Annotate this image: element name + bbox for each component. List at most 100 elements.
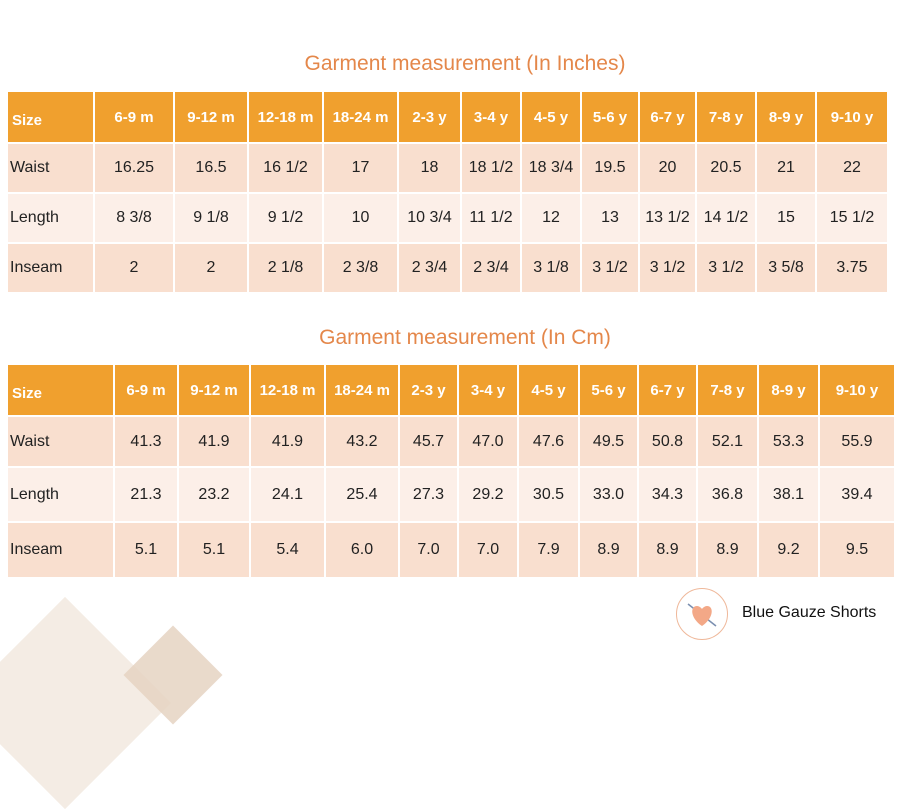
cm-table-title: Garment measurement (In Cm) — [319, 326, 611, 349]
table-cell: 20.5 — [695, 142, 757, 194]
table-cell: 23.2 — [177, 466, 251, 523]
table-cell: 36.8 — [696, 466, 759, 523]
table-cell: 2 — [173, 242, 249, 294]
table-cell: 45.7 — [398, 415, 459, 468]
table-cell: 47.6 — [517, 415, 580, 468]
table-cell: 52.1 — [696, 415, 759, 468]
table-cell: 3 5/8 — [755, 242, 817, 294]
table-cell: 13 1/2 — [638, 192, 697, 244]
table-cell: 47.0 — [457, 415, 519, 468]
table-cell: 2 — [93, 242, 175, 294]
table-cell: 18 1/2 — [460, 142, 522, 194]
column-header: 3-4 y — [457, 363, 519, 417]
row-label: Inseam — [6, 242, 95, 294]
table-cell: 8 3/8 — [93, 192, 175, 244]
table-cell: 10 3/4 — [397, 192, 462, 244]
table-cell: 38.1 — [757, 466, 820, 523]
column-header: Size — [6, 90, 95, 144]
table-cell: 7.9 — [517, 521, 580, 579]
table-cell: 5.1 — [177, 521, 251, 579]
column-header: 6-9 m — [113, 363, 179, 417]
column-header: 7-8 y — [695, 90, 757, 144]
table-cell: 16 1/2 — [247, 142, 324, 194]
table-cell: 18 — [397, 142, 462, 194]
table-cell: 14 1/2 — [695, 192, 757, 244]
column-header: 18-24 m — [324, 363, 400, 417]
decor-diamond-large — [0, 596, 172, 809]
table-cell: 8.9 — [696, 521, 759, 579]
table-cell: 9 1/8 — [173, 192, 249, 244]
column-header: 8-9 y — [755, 90, 817, 144]
column-header: 9-12 m — [177, 363, 251, 417]
column-header: 6-9 m — [93, 90, 175, 144]
table-cell: 9.5 — [818, 521, 896, 579]
table-cell: 19.5 — [580, 142, 640, 194]
table-cell: 41.9 — [177, 415, 251, 468]
column-header: 12-18 m — [247, 90, 324, 144]
table-cell: 5.1 — [113, 521, 179, 579]
table-cell: 15 — [755, 192, 817, 244]
column-header: 2-3 y — [397, 90, 462, 144]
table-cell: 33.0 — [578, 466, 639, 523]
heart-logo-icon — [676, 588, 728, 640]
table-cell: 7.0 — [398, 521, 459, 579]
table-cell: 55.9 — [818, 415, 896, 468]
table-row: Length 21.3 23.2 24.1 25.4 27.3 29.2 30.5 33.0 34… — [6, 466, 896, 523]
table-row: Waist 16.25 16.5 16 1/2 17 18 18 1/2 18 3/4 19.5… — [6, 142, 889, 194]
table-row: Waist 41.3 41.9 41.9 43.2 45.7 47.0 47.6 49.5 50.… — [6, 415, 896, 468]
table-cell: 2 3/8 — [322, 242, 399, 294]
table-cell: 21 — [755, 142, 817, 194]
column-header: 6-7 y — [637, 363, 698, 417]
table-cell: 2 3/4 — [397, 242, 462, 294]
table-cell: 16.25 — [93, 142, 175, 194]
table-cell: 41.3 — [113, 415, 179, 468]
inches-table-title: Garment measurement (In Inches) — [304, 52, 626, 75]
table-cell: 34.3 — [637, 466, 698, 523]
column-header: 4-5 y — [520, 90, 582, 144]
column-header: 9-10 y — [815, 90, 889, 144]
table-cell: 10 — [322, 192, 399, 244]
column-header: 2-3 y — [398, 363, 459, 417]
table-cell: 16.5 — [173, 142, 249, 194]
column-header: 9-12 m — [173, 90, 249, 144]
table-cell: 39.4 — [818, 466, 896, 523]
table-cell: 20 — [638, 142, 697, 194]
table-cell: 3.75 — [815, 242, 889, 294]
row-label: Inseam — [6, 521, 115, 579]
table-cell: 21.3 — [113, 466, 179, 523]
table-cell: 24.1 — [249, 466, 326, 523]
table-cell: 8.9 — [637, 521, 698, 579]
table-cell: 2 3/4 — [460, 242, 522, 294]
table-cell: 25.4 — [324, 466, 400, 523]
table-cell: 30.5 — [517, 466, 580, 523]
table-cell: 41.9 — [249, 415, 326, 468]
table-cell: 17 — [322, 142, 399, 194]
column-header: 18-24 m — [322, 90, 399, 144]
table-cell: 49.5 — [578, 415, 639, 468]
table-cell: 43.2 — [324, 415, 400, 468]
table-cell: 5.4 — [249, 521, 326, 579]
table-cell: 2 1/8 — [247, 242, 324, 294]
table-cell: 12 — [520, 192, 582, 244]
column-header: 7-8 y — [696, 363, 759, 417]
column-header: 9-10 y — [818, 363, 896, 417]
brand-name: Blue Gauze Shorts — [742, 604, 877, 621]
table-cell: 3 1/8 — [520, 242, 582, 294]
column-header: Size — [6, 363, 115, 417]
table-cell: 29.2 — [457, 466, 519, 523]
table-cell: 3 1/2 — [695, 242, 757, 294]
table-cell: 15 1/2 — [815, 192, 889, 244]
table-cell: 9 1/2 — [247, 192, 324, 244]
column-header: 3-4 y — [460, 90, 522, 144]
column-header: 8-9 y — [757, 363, 820, 417]
table-cell: 13 — [580, 192, 640, 244]
table-cell: 22 — [815, 142, 889, 194]
row-label: Waist — [6, 142, 95, 194]
column-header: 5-6 y — [580, 90, 640, 144]
table-cell: 11 1/2 — [460, 192, 522, 244]
table-cell: 8.9 — [578, 521, 639, 579]
column-header: 12-18 m — [249, 363, 326, 417]
